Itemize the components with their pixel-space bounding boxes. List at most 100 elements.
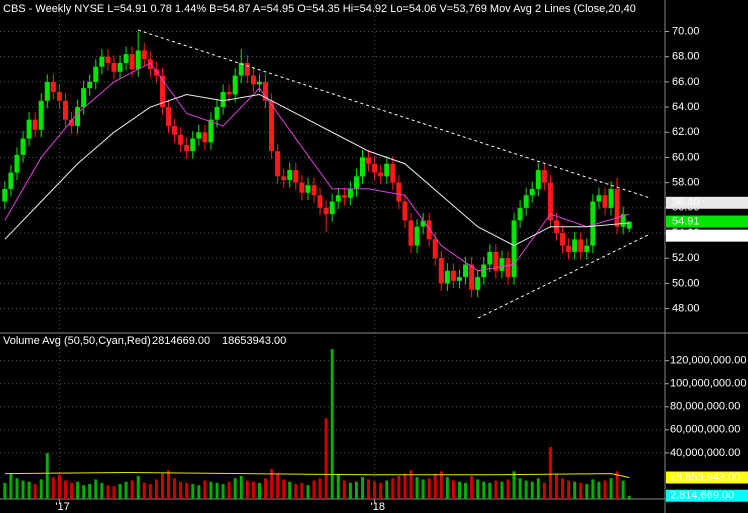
chart-title: CBS - Weekly NYSE L=54.91 0.78 1.44% B=5… — [3, 3, 636, 15]
candle-body — [220, 91, 226, 108]
candle-body — [347, 188, 353, 198]
volume-bar — [421, 479, 425, 499]
candle-body — [475, 277, 481, 290]
candle-body — [493, 251, 499, 271]
volume-bar — [251, 481, 255, 499]
candle-body — [578, 239, 584, 252]
candle-body — [178, 134, 184, 145]
volume-bar — [367, 479, 371, 499]
candle-body — [366, 157, 372, 164]
candle-body — [541, 170, 547, 183]
candle-body — [335, 195, 341, 202]
candle-body — [256, 81, 262, 85]
candle-body — [8, 172, 14, 189]
volume-title: Volume Avg (50,50,Cyan,Red) — [3, 335, 151, 347]
candle-body — [159, 75, 165, 108]
volume-bar — [257, 482, 261, 499]
y-tick-label: 66.00 — [672, 76, 700, 88]
y-tick-label: 70.00 — [672, 25, 700, 37]
volume-bar — [45, 452, 49, 499]
candle-body — [147, 59, 153, 70]
candle-body — [214, 107, 220, 120]
volume-bar — [33, 484, 37, 499]
volume-bar — [318, 478, 322, 499]
volume-bar — [427, 478, 431, 499]
volume-bar — [179, 481, 183, 499]
candle-body — [499, 258, 505, 271]
volume-bar — [591, 479, 595, 499]
candle-body — [456, 277, 462, 281]
candle-body — [511, 220, 517, 278]
volume-bar — [585, 484, 589, 499]
candle-body — [111, 62, 117, 72]
volume-bar — [167, 470, 171, 499]
volume-tag — [666, 489, 748, 502]
candle-body — [299, 182, 305, 193]
candle-body — [529, 188, 535, 196]
y-tick-label: 100,000,000.00 — [670, 378, 746, 390]
candle-body — [469, 264, 475, 290]
candle-body — [602, 195, 608, 208]
volume-bar — [597, 481, 601, 499]
candle-body — [323, 207, 329, 215]
volume-bar — [518, 478, 522, 499]
candle-body — [463, 264, 469, 278]
volume-bar — [270, 469, 274, 499]
volume-bar — [288, 481, 292, 499]
candle-body — [372, 163, 378, 173]
volume-bar — [530, 481, 534, 499]
volume-bar — [476, 479, 480, 499]
volume-bar — [276, 473, 280, 499]
candle-body — [287, 170, 293, 181]
candle-body — [572, 239, 578, 252]
volume-bar — [306, 485, 310, 499]
volume-bar — [227, 481, 231, 499]
candle-body — [590, 201, 596, 246]
volume-bar — [160, 473, 164, 499]
candle-body — [62, 100, 68, 120]
volume-bar — [512, 471, 516, 499]
volume-bar — [300, 482, 304, 499]
volume-bar — [88, 484, 92, 499]
candle-body — [87, 81, 93, 89]
candle-body — [517, 207, 523, 221]
volume-bar — [397, 475, 401, 499]
candle-body — [105, 56, 111, 63]
volume-bar — [100, 482, 104, 499]
candle-body — [38, 100, 44, 130]
volume-bar — [500, 481, 504, 499]
volume-bar — [142, 482, 146, 499]
y-tick-label: 60.00 — [672, 151, 700, 163]
volume-bar — [209, 481, 213, 499]
volume-bar — [548, 447, 552, 499]
volume-bar — [203, 480, 207, 499]
candle-body — [69, 119, 75, 126]
price-tag — [666, 215, 748, 228]
volume-bar — [621, 480, 625, 499]
y-tick-label: 60,000,000.00 — [670, 424, 740, 436]
volume-bar — [330, 349, 334, 499]
volume-bar — [336, 473, 340, 499]
candle-body — [238, 62, 244, 76]
volume-bar — [27, 481, 31, 499]
candle-body — [190, 138, 196, 152]
volume-bar — [197, 485, 201, 499]
y-tick-label: 64.00 — [672, 101, 700, 113]
volume-bar — [451, 480, 455, 499]
volume-bar — [185, 482, 189, 499]
volume-bar — [373, 481, 377, 499]
candle-body — [608, 188, 614, 208]
volume-bar — [173, 478, 177, 499]
volume-bar — [506, 479, 510, 499]
candle-body — [56, 91, 62, 101]
volume-bar — [191, 484, 195, 499]
candle-body — [135, 50, 141, 70]
candle-body — [93, 66, 99, 82]
candle-body — [547, 182, 553, 221]
candle-body — [614, 188, 620, 227]
volume-bar — [609, 478, 613, 499]
candle-body — [505, 258, 511, 278]
candle-body — [535, 170, 541, 189]
volume-bar — [433, 473, 437, 499]
